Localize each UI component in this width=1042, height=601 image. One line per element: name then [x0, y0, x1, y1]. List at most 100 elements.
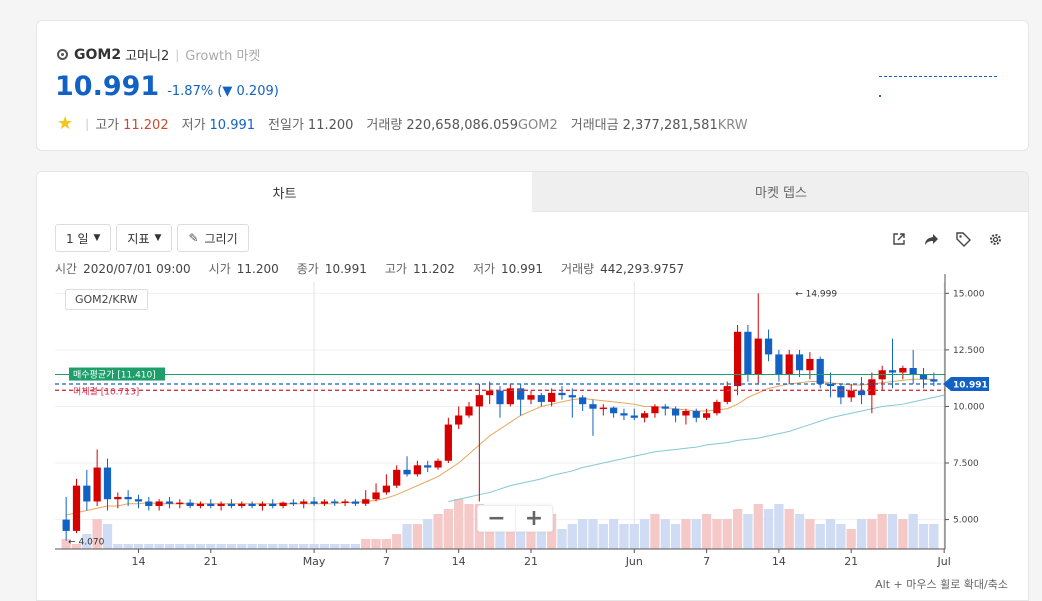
period-select[interactable]: 1 일 ▼ [55, 224, 112, 252]
volume-bar [526, 529, 536, 549]
candle-body [72, 485, 81, 531]
volume-bar [454, 499, 464, 549]
y-tick-label: 10.000 [953, 402, 985, 412]
candle-body [434, 460, 442, 468]
volume-bar [288, 544, 299, 549]
trade-amount-stat: 거래대금 2,377,281,581 KRW [570, 118, 748, 133]
indicator-label: 지표 [127, 231, 150, 246]
tab-chart[interactable]: 차트 [37, 172, 532, 212]
min-price-marker: ← 4.070 [68, 538, 104, 548]
zoom-in-button[interactable]: + [515, 506, 552, 531]
candle-body [610, 407, 618, 414]
volume-bar [753, 504, 763, 549]
coin-title: GOM2 고머니2 | Growth 마켓 [57, 45, 260, 64]
candle-body [186, 502, 194, 507]
volume-bar [681, 519, 691, 549]
volume-bar [195, 544, 206, 549]
volume-bar [61, 539, 71, 549]
volume-bar [412, 524, 423, 549]
chart-toolbar: 1 일 ▼ 지표 ▼ ✎ 그리기 [55, 224, 254, 252]
volume-bar [825, 519, 836, 549]
volume-bar [175, 544, 185, 549]
external-link-icon[interactable] [890, 230, 908, 248]
candle-body [775, 354, 783, 375]
volume-bar [929, 524, 939, 549]
candle-body [733, 331, 742, 387]
candle-body [258, 503, 267, 507]
volume-bar [299, 544, 309, 549]
mini-price-line [879, 76, 997, 77]
zoom-controls: − + [477, 505, 553, 532]
volume-bar [774, 504, 784, 549]
volume-bar [805, 519, 815, 549]
candle-body [145, 501, 153, 507]
candle-body [134, 499, 143, 502]
x-tick-label: 21 [204, 555, 218, 568]
candle-body [403, 469, 411, 475]
period-label: 1 일 [66, 231, 89, 246]
candle-body [227, 503, 236, 507]
candle-body [537, 395, 545, 402]
volume-bar [206, 544, 216, 549]
candle-body [723, 386, 731, 402]
volume-bar [278, 544, 288, 549]
avg-buy-label: 매수평균가 [11.410] [73, 370, 156, 381]
volume-bar [887, 514, 898, 549]
draw-button[interactable]: ✎ 그리기 [177, 224, 249, 252]
ma-long-line [448, 394, 945, 502]
max-price-marker: ← 14.999 [795, 289, 837, 299]
tag-icon[interactable] [954, 230, 972, 248]
volume-bar [588, 519, 598, 549]
gear-icon[interactable] [986, 230, 1004, 248]
y-tick-label: 12.500 [953, 346, 985, 356]
volume-bar [898, 519, 908, 549]
candle-body [341, 501, 349, 503]
zoom-hint: Alt + 마우스 휠로 확대/축소 [875, 578, 1008, 591]
pencil-icon: ✎ [188, 231, 199, 245]
candle-body [176, 502, 184, 505]
candle-body [372, 492, 380, 500]
price-line: 10.991 -1.87% (▼ 0.209) [55, 71, 279, 102]
volume-bar [743, 514, 753, 549]
volume-bar [536, 519, 546, 549]
candle-body [486, 390, 494, 396]
unfilled-label: 미체결 [10.713] [73, 386, 139, 397]
volume-bar [567, 524, 577, 549]
candle-body [93, 467, 101, 502]
favorite-star-icon[interactable]: ★ [57, 112, 74, 134]
tab-market-depth[interactable]: 마켓 뎁스 [532, 172, 1028, 212]
zoom-out-button[interactable]: − [487, 506, 506, 531]
candle-body [382, 485, 390, 493]
candle-body [888, 370, 897, 373]
volume-bar [495, 519, 505, 549]
volume-bar [133, 544, 144, 549]
volume-bar [154, 544, 164, 549]
candle-body [238, 503, 246, 507]
x-tick-label: 14 [131, 555, 145, 568]
share-icon[interactable] [922, 230, 940, 248]
candle-body [640, 413, 649, 418]
candle-body [837, 386, 845, 398]
candle-body [310, 501, 318, 504]
candle-body [599, 407, 607, 410]
candle-body [682, 410, 690, 416]
indicator-select[interactable]: 지표 ▼ [116, 224, 173, 252]
x-tick-label: Jun [625, 555, 643, 568]
candle-body [196, 503, 205, 507]
volume-bar [216, 544, 226, 549]
price-change: -1.87% (▼ 0.209) [167, 84, 279, 99]
volume-bar [867, 519, 877, 549]
candle-body [919, 374, 928, 380]
volume-bar [722, 519, 732, 549]
candle-body [857, 390, 866, 396]
candle-body [816, 358, 824, 384]
ohlc-open: 시가 11.200 [208, 262, 279, 276]
candle-body [826, 383, 835, 387]
avg-buy-tag [69, 367, 165, 381]
candle-body [279, 502, 287, 507]
volume-bar [836, 524, 846, 549]
volume-bar [144, 544, 154, 549]
candle-body [692, 410, 700, 418]
pair-label: GOM2/KRW [65, 289, 148, 310]
chart-actions [876, 230, 1004, 248]
